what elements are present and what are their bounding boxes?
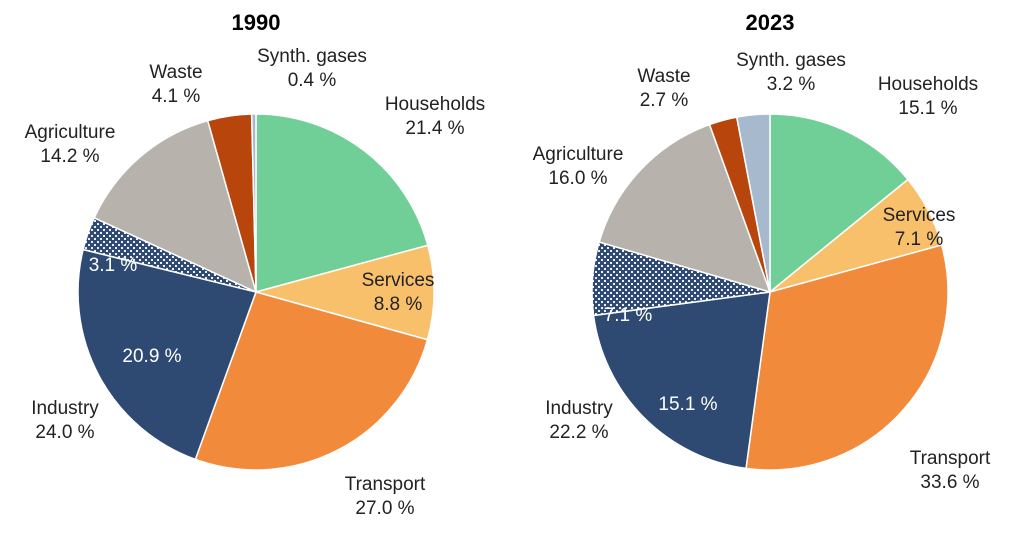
pie-slice-services bbox=[253, 244, 435, 341]
chart-title: 2023 bbox=[746, 10, 795, 35]
pie-chart-1990: 1990 Households 21.4 % Services 8.8 % Transpo… bbox=[25, 10, 486, 519]
slice-label-industry-share: 7.1 % bbox=[604, 305, 653, 326]
pie-chart-2023: 2023 Households 15.1 % Services 7.1 % Transpo… bbox=[533, 10, 991, 493]
slice-label-households: Households 15.1 % bbox=[878, 74, 978, 119]
slice-label-services: Services 7.1 % bbox=[883, 205, 956, 250]
slice-label-synth-gases: Synth. gases 3.2 % bbox=[736, 50, 846, 95]
pie-slice-households bbox=[255, 113, 429, 293]
slice-label-industry: Industry 24.0 % bbox=[31, 398, 99, 443]
slice-label-transport: Transport 33.6 % bbox=[910, 448, 991, 493]
pie-slice-agriculture bbox=[93, 119, 258, 294]
pie-slice-agriculture bbox=[598, 123, 772, 294]
chart-title: 1990 bbox=[232, 10, 281, 35]
slice-label-services: Services 8.8 % bbox=[362, 270, 435, 315]
slice-label-waste: Waste 4.1 % bbox=[149, 62, 202, 107]
slice-inner-label-industry: 15.1 % bbox=[658, 394, 717, 415]
slice-label-industry-share: 3.1 % bbox=[89, 255, 138, 276]
pie-slice-synth-gases bbox=[735, 113, 771, 293]
pie-slice-synth-gases bbox=[250, 113, 257, 293]
pie-slice-households bbox=[769, 113, 910, 294]
slice-label-households: Households 21.4 % bbox=[385, 94, 485, 139]
slice-inner-label-industry: 20.9 % bbox=[122, 346, 181, 367]
slice-label-waste: Waste 2.7 % bbox=[637, 66, 690, 111]
slice-label-agriculture: Agriculture 14.2 % bbox=[25, 122, 116, 167]
pie-slice-transport bbox=[745, 244, 949, 471]
pie-slice-industry bbox=[77, 248, 257, 461]
pie-slice-industry bbox=[592, 291, 771, 470]
slice-label-transport: Transport 27.0 % bbox=[345, 474, 426, 519]
slice-label-agriculture: Agriculture 16.0 % bbox=[533, 144, 624, 189]
pie-slice-transport bbox=[194, 291, 429, 471]
slice-label-synth-gases: Synth. gases 0.4 % bbox=[257, 46, 367, 91]
slice-label-industry: Industry 22.2 % bbox=[545, 398, 613, 443]
